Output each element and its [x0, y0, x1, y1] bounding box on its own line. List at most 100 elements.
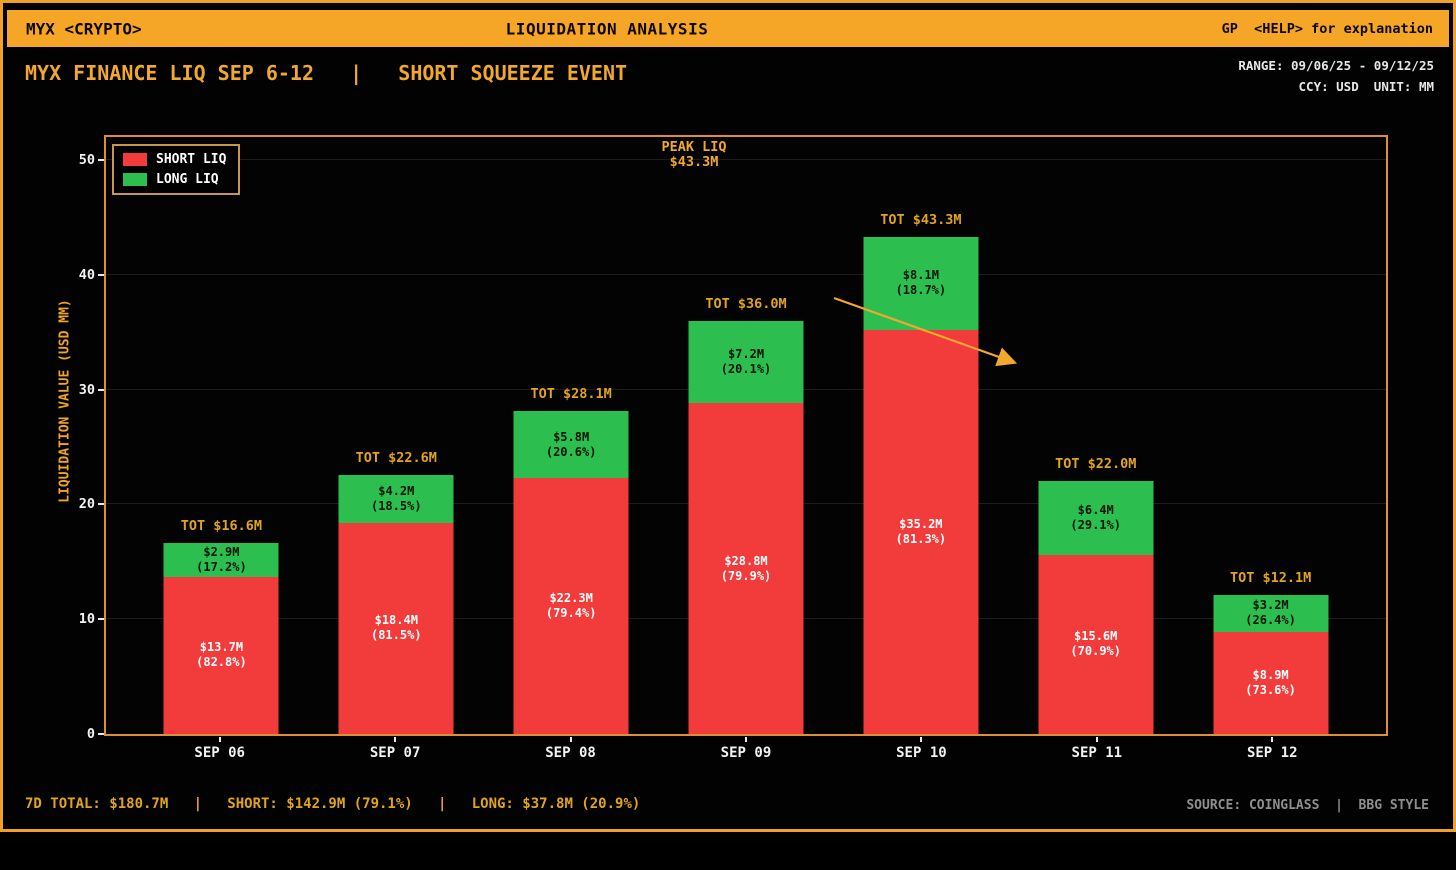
bar-segment-long-sep-07: $4.2M (18.5%): [338, 474, 454, 523]
segment-value-label: $7.2M: [727, 347, 765, 362]
bar-segment-long-sep-08: $5.8M (20.6%): [513, 411, 629, 478]
peak-annotation-line2: $43.3M: [669, 154, 719, 170]
y-tick-mark: [98, 273, 104, 276]
stacked-bar-sep-06: $2.9M (17.2%) $13.7M (82.8%): [163, 543, 279, 734]
x-slot-sep-10: SEP 10: [834, 736, 1009, 768]
x-tick-label: SEP 07: [369, 745, 421, 761]
bar-total-label: TOT $12.1M: [1229, 570, 1312, 587]
x-slot-sep-11: SEP 11: [1009, 736, 1184, 768]
segment-pct-label: (70.9%): [1070, 644, 1121, 659]
y-tick-label: 50: [78, 151, 95, 168]
bar-segment-long-sep-10: $8.1M (18.7%): [863, 236, 979, 330]
stacked-bar-sep-10: $8.1M (18.7%) $35.2M (81.3%): [863, 236, 979, 734]
bar-slot-sep-07: $4.2M (18.5%) $18.4M (81.5%) TOT $22.6M: [309, 137, 484, 734]
source-credit: SOURCE: COINGLASS | BBG STYLE: [1186, 798, 1429, 813]
x-tick-mark: [218, 737, 221, 742]
date-range-label: RANGE: 09/06/25 - 09/12/25: [1238, 58, 1434, 73]
bar-segment-short-sep-09: $28.8M (79.9%): [688, 403, 804, 734]
segment-value-label: $15.6M: [1074, 629, 1118, 644]
segment-pct-label: (73.6%): [1245, 682, 1296, 697]
segment-value-label: $18.4M: [374, 613, 418, 628]
currency-unit-label: CCY: USD UNIT: MM: [1298, 79, 1434, 94]
y-tick-mark: [98, 503, 104, 506]
x-tick-label: SEP 09: [720, 745, 772, 761]
segment-pct-label: (20.1%): [720, 362, 772, 377]
x-slot-sep-06: SEP 06: [132, 736, 307, 768]
y-tick-mark: [98, 388, 104, 391]
y-tick-mark: [98, 733, 104, 735]
segment-pct-label: (26.4%): [1245, 613, 1296, 628]
segment-pct-label: (18.7%): [895, 283, 947, 298]
bar-total-label: TOT $43.3M: [880, 211, 962, 228]
bar-segment-long-sep-11: $6.4M (29.1%): [1038, 481, 1154, 555]
bar-total-label: TOT $22.6M: [355, 449, 437, 466]
bar-total-label: TOT $16.6M: [180, 518, 263, 535]
y-tick-mark: [98, 158, 104, 161]
chart-title: MYX FINANCE LIQ SEP 6-12 | SHORT SQUEEZE…: [25, 61, 628, 85]
bar-total-label: TOT $22.0M: [1055, 456, 1137, 473]
segment-value-label: $8.1M: [902, 268, 939, 283]
x-tick-mark: [1271, 737, 1274, 742]
bar-slot-sep-12: $3.2M (26.4%) $8.9M (73.6%) TOT $12.1M: [1183, 137, 1358, 734]
segment-value-label: $35.2M: [899, 516, 943, 531]
bars-container: $2.9M (17.2%) $13.7M (82.8%) TOT $16.6M $4.2M…: [106, 137, 1386, 734]
peak-annotation-line1: PEAK LIQ: [661, 139, 727, 155]
segment-value-label: $8.9M: [1252, 667, 1289, 682]
help-hint: GP <HELP> for explanation: [1221, 20, 1433, 37]
bar-segment-short-sep-12: $8.9M (73.6%): [1213, 631, 1329, 734]
legend-item-short-liq: SHORT LIQ: [123, 152, 226, 167]
segment-value-label: $28.8M: [724, 553, 768, 568]
x-tick-label: SEP 11: [1071, 745, 1123, 761]
peak-annotation-label: PEAK LIQ $43.3M: [661, 140, 726, 170]
segment-pct-label: (81.3%): [895, 531, 947, 546]
segment-value-label: $22.3M: [549, 590, 593, 605]
segment-value-label: $13.7M: [199, 640, 244, 655]
segment-pct-label: (79.9%): [720, 568, 772, 583]
legend-swatch-short-liq: [123, 153, 147, 166]
stacked-bar-sep-12: $3.2M (26.4%) $8.9M (73.6%): [1213, 595, 1329, 734]
x-tick-label: SEP 10: [896, 745, 947, 761]
segment-pct-label: (17.2%): [196, 560, 247, 575]
legend-label: LONG LIQ: [156, 172, 219, 187]
y-tick-mark: [98, 618, 104, 621]
bar-segment-short-sep-11: $15.6M (70.9%): [1038, 554, 1154, 734]
x-tick-mark: [744, 737, 747, 742]
x-slot-sep-12: SEP 12: [1185, 736, 1360, 768]
chart-plot-area: $2.9M (17.2%) $13.7M (82.8%) TOT $16.6M $4.2M…: [104, 135, 1388, 736]
segment-value-label: $5.8M: [553, 429, 590, 444]
segment-value-label: $3.2M: [1252, 598, 1289, 613]
bar-slot-sep-10: $8.1M (18.7%) $35.2M (81.3%) TOT $43.3M: [833, 137, 1008, 734]
x-slot-sep-08: SEP 08: [483, 736, 658, 768]
bar-segment-long-sep-12: $3.2M (26.4%): [1213, 595, 1329, 632]
y-tick-label: 30: [78, 381, 95, 398]
bar-segment-long-sep-09: $7.2M (20.1%): [688, 320, 804, 404]
bar-segment-short-sep-10: $35.2M (81.3%): [863, 329, 979, 734]
y-tick-label: 20: [78, 496, 95, 513]
gridline-50: [106, 158, 1386, 160]
terminal-top-bar: MYX <CRYPTO> LIQUIDATION ANALYSIS GP <HE…: [7, 10, 1449, 47]
bar-slot-sep-06: $2.9M (17.2%) $13.7M (82.8%) TOT $16.6M: [134, 137, 309, 734]
bar-segment-short-sep-08: $22.3M (79.4%): [513, 477, 629, 734]
segment-pct-label: (79.4%): [545, 605, 597, 620]
terminal-page: MYX <CRYPTO> LIQUIDATION ANALYSIS GP <HE…: [0, 0, 1456, 832]
bar-total-label: TOT $36.0M: [705, 295, 787, 312]
segment-pct-label: (81.5%): [370, 628, 422, 643]
chart-legend: SHORT LIQ LONG LIQ: [112, 144, 241, 195]
x-tick-label: SEP 06: [194, 745, 245, 761]
stacked-bar-sep-09: $7.2M (20.1%) $28.8M (79.9%): [688, 320, 804, 734]
stacked-bar-sep-11: $6.4M (29.1%) $15.6M (70.9%): [1038, 481, 1154, 734]
gridline-40: [106, 273, 1386, 275]
bar-segment-long-sep-06: $2.9M (17.2%): [163, 543, 279, 577]
y-tick-label: 40: [78, 266, 95, 283]
legend-label: SHORT LIQ: [156, 152, 227, 167]
x-slot-sep-09: SEP 09: [658, 736, 833, 768]
bar-slot-sep-09: $7.2M (20.1%) $28.8M (79.9%) TOT $36.0M: [659, 137, 834, 734]
segment-value-label: $4.2M: [378, 483, 415, 498]
x-tick-label: SEP 08: [545, 745, 596, 761]
x-tick-mark: [1095, 737, 1098, 742]
stacked-bar-sep-07: $4.2M (18.5%) $18.4M (81.5%): [338, 474, 454, 734]
x-tick-mark: [920, 737, 923, 742]
x-axis: SEP 06 SEP 07 SEP 08 SEP 09 SEP 10 SEP 11 SEP …: [104, 736, 1388, 768]
summary-stats: 7D TOTAL: $180.7M | SHORT: $142.9M (79.1…: [25, 796, 641, 812]
segment-pct-label: (82.8%): [196, 655, 247, 670]
